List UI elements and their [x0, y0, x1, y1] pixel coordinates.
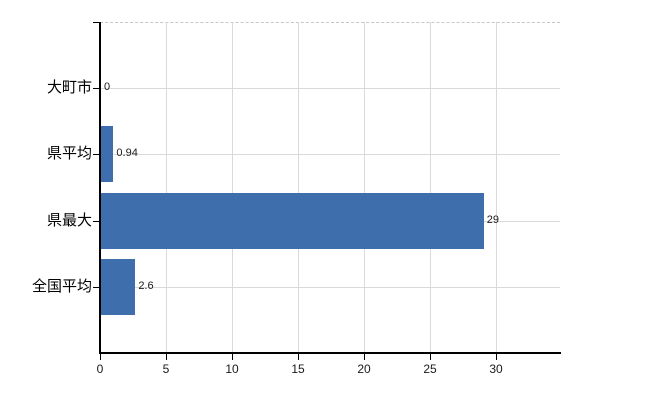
- gridline-vertical: [231, 22, 233, 353]
- gridline-vertical: [429, 22, 431, 353]
- x-axis-tick-label: 20: [357, 362, 371, 376]
- x-axis-tick: [100, 354, 101, 360]
- gridline-vertical: [495, 22, 497, 353]
- x-axis-tick-label: 10: [225, 362, 239, 376]
- x-axis-tick: [298, 354, 299, 360]
- category-label: 県最大: [46, 212, 92, 229]
- category-label: 大町市: [46, 79, 92, 96]
- value-label: 29: [486, 214, 500, 226]
- gridline-vertical: [297, 22, 299, 353]
- value-label: 0.94: [116, 147, 138, 159]
- plot-area: [100, 22, 560, 354]
- x-axis-tick-label: 30: [489, 362, 503, 376]
- bar: [101, 193, 484, 249]
- category-label: 全国平均: [31, 278, 92, 295]
- x-axis-tick-label: 5: [162, 362, 170, 376]
- gridline-vertical: [165, 22, 167, 353]
- x-axis-tick: [166, 354, 167, 360]
- x-axis-tick: [364, 354, 365, 360]
- category-label: 県平均: [46, 145, 92, 162]
- gridline-horizontal: [100, 154, 560, 155]
- value-label: 2.6: [138, 280, 154, 292]
- y-axis-tick: [93, 22, 99, 23]
- gridline-horizontal: [100, 287, 560, 288]
- y-axis-tick: [93, 221, 99, 222]
- x-axis-tick-label: 15: [291, 362, 305, 376]
- bar: [101, 259, 135, 315]
- value-label: 0: [104, 81, 111, 93]
- x-axis-tick: [232, 354, 233, 360]
- x-axis-tick: [496, 354, 497, 360]
- gridline-horizontal: [100, 88, 560, 89]
- gridline-vertical: [363, 22, 365, 353]
- x-axis-tick: [430, 354, 431, 360]
- x-axis-tick-label: 0: [96, 362, 104, 376]
- x-axis-tick-label: 25: [423, 362, 437, 376]
- y-axis-tick: [93, 287, 99, 288]
- y-axis-tick: [93, 154, 99, 155]
- y-axis-line: [99, 22, 101, 354]
- bar: [101, 126, 113, 182]
- x-axis-line: [99, 352, 561, 354]
- y-axis-tick: [93, 88, 99, 89]
